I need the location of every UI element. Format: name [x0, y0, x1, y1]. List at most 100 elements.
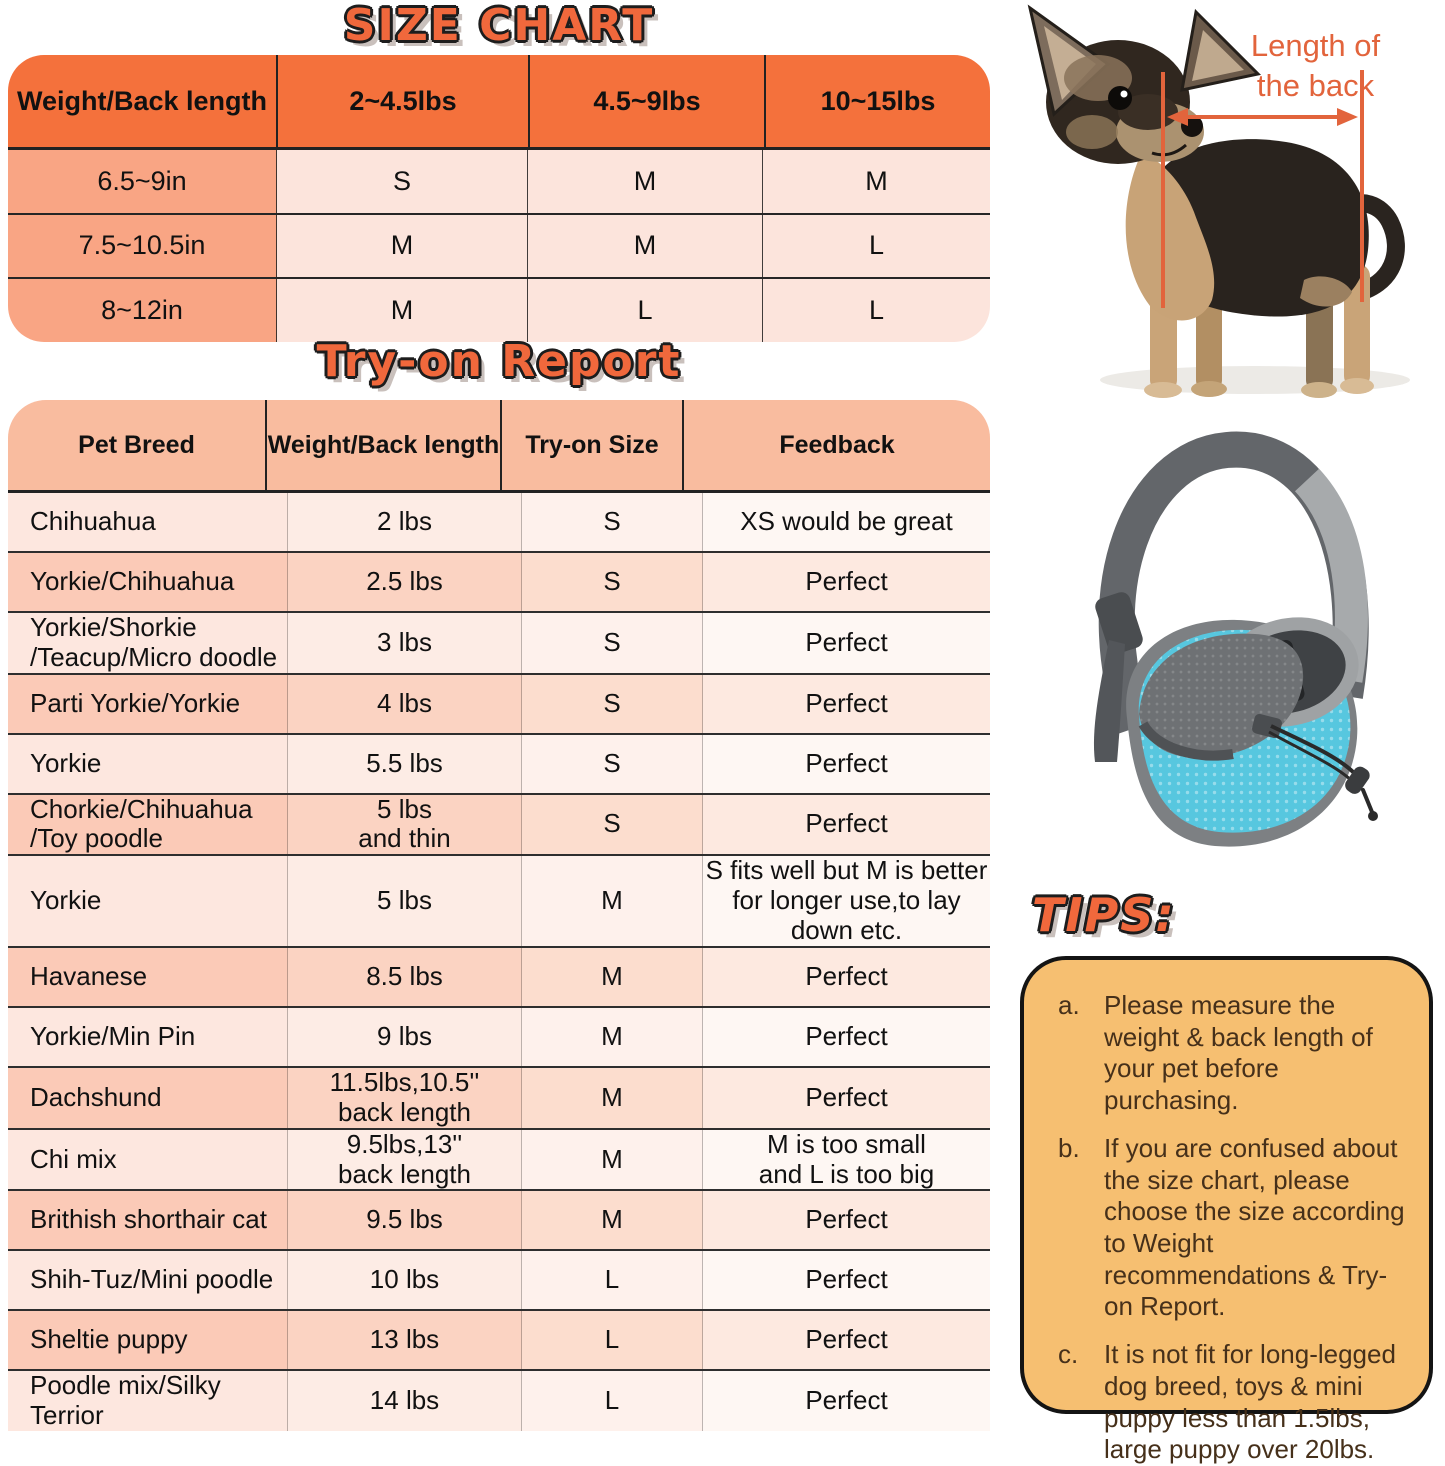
dog-chest [1125, 152, 1215, 321]
size-cell: M [528, 150, 763, 213]
tryon-report-title: Try-on Report [316, 336, 682, 387]
pet-breed-cell: Yorkie [8, 734, 288, 793]
tryon-size-cell: L [522, 1311, 703, 1370]
tryon-size-cell: S [522, 493, 703, 551]
weight-cell: 5 lbs and thin [288, 794, 522, 855]
tryon-size-cell: S [522, 612, 703, 673]
tryon-size-cell: L [522, 1371, 703, 1431]
tryon-row: Havanese 8.5 lbs M Perfect [8, 945, 990, 1006]
tryon-size-cell: S [522, 734, 703, 793]
tip-text: Please measure the weight & back length … [1104, 990, 1373, 1116]
carrier-illustration [1093, 431, 1378, 847]
size-chart-header-row: Weight/Back length 2~4.5lbs 4.5~9lbs 10~15l… [8, 55, 990, 150]
weight-cell: 4 lbs [288, 674, 522, 733]
tryon-row: Sheltie puppy 13 lbs L Perfect [8, 1309, 990, 1370]
tryon-row: Chihuahua 2 lbs S XS would be great [8, 493, 990, 551]
pet-breed-cell: Shih-Tuz/Mini poodle [8, 1251, 288, 1310]
tryon-header-cell: Pet Breed [8, 400, 267, 490]
size-chart-row: 7.5~10.5in M M L [8, 212, 990, 277]
size-cell: M [528, 214, 763, 277]
weight-cell: 14 lbs [288, 1371, 522, 1431]
pet-breed-cell: Yorkie/Min Pin [8, 1007, 288, 1066]
feedback-cell: Perfect [703, 552, 990, 611]
dog-eye [1108, 86, 1132, 110]
tip-item: a. Please measure the weight & back lengt… [1058, 990, 1415, 1117]
tryon-header-cell: Try-on Size [502, 400, 684, 490]
feedback-cell: Perfect [703, 1067, 990, 1128]
feedback-cell: Perfect [703, 1007, 990, 1066]
weight-cell: 2 lbs [288, 493, 522, 551]
size-chart-table: Weight/Back length 2~4.5lbs 4.5~9lbs 10~15l… [8, 55, 990, 342]
tryon-table-body: Chihuahua 2 lbs S XS would be great Yorkie/C… [8, 493, 990, 1431]
tryon-row: Chorkie/Chihuahua /Toy poodle 5 lbs and t… [8, 792, 990, 855]
tryon-size-cell: S [522, 674, 703, 733]
tip-item: b. If you are confused about the size cha… [1058, 1133, 1415, 1323]
weight-cell: 3 lbs [288, 612, 522, 673]
pet-breed-cell: Dachshund [8, 1067, 288, 1128]
feedback-cell: XS would be great [703, 493, 990, 551]
tips-box: a. Please measure the weight & back lengt… [1020, 956, 1433, 1464]
weight-cell: 9.5 lbs [288, 1191, 522, 1250]
weight-cell: 8.5 lbs [288, 947, 522, 1006]
size-chart-title: SIZE CHART [343, 0, 655, 51]
carrier-buckle [1095, 592, 1143, 654]
tip-label: b. [1058, 1132, 1080, 1163]
tip-item: c. It is not fit for long-legged dog bree… [1058, 1339, 1415, 1466]
feedback-cell: Perfect [703, 1191, 990, 1250]
tip-label: c. [1058, 1339, 1079, 1370]
tryon-row: Yorkie/Min Pin 9 lbs M Perfect [8, 1005, 990, 1066]
tryon-row: Dachshund 11.5lbs,10.5'' back length M Perf… [8, 1065, 990, 1128]
tryon-size-cell: M [522, 1007, 703, 1066]
tryon-row: Yorkie/Chihuahua 2.5 lbs S Perfect [8, 550, 990, 611]
carrier-drawstring [1270, 724, 1359, 778]
tryon-row: Chi mix 9.5lbs,13'' back length M M is too … [8, 1127, 990, 1190]
pet-sling-carrier-photo [1057, 428, 1397, 868]
weight-cell: 13 lbs [288, 1311, 522, 1370]
tryon-row: Brithish shorthair cat 9.5 lbs M Perfect [8, 1189, 990, 1250]
pet-breed-cell: Chorkie/Chihuahua /Toy poodle [8, 794, 288, 855]
pet-breed-cell: Sheltie puppy [8, 1311, 288, 1370]
tryon-row: Yorkie 5.5 lbs S Perfect [8, 732, 990, 793]
back-length-cell: 8~12in [8, 279, 277, 342]
pet-breed-cell: Poodle mix/Silky Terrior [8, 1370, 288, 1431]
tryon-header-row: Pet Breed Weight/Back length Try-on Size Fe… [8, 400, 990, 493]
feedback-cell: Perfect [703, 1251, 990, 1310]
weight-cell: 5 lbs [288, 856, 522, 946]
tryon-size-cell: M [522, 1191, 703, 1250]
size-cell: L [763, 279, 990, 342]
tryon-row: Yorkie 5 lbs M S fits well but M is better … [8, 854, 990, 946]
size-cell: L [763, 214, 990, 277]
size-chart-row: 8~12in M L L [8, 277, 990, 342]
feedback-cell: M is too small and L is too big [703, 1129, 990, 1190]
tryon-size-cell: M [522, 856, 703, 946]
feedback-cell: Perfect [703, 734, 990, 793]
pet-breed-cell: Parti Yorkie/Yorkie [8, 674, 288, 733]
weight-cell: 5.5 lbs [288, 734, 522, 793]
tips-title: TIPS: [1032, 888, 1176, 942]
back-length-annotation: Length of the back [1250, 28, 1381, 104]
feedback-cell: Perfect [703, 1311, 990, 1370]
size-chart-header-cell: 4.5~9lbs [530, 55, 766, 147]
back-length-measure-lines [1161, 70, 1364, 308]
pet-breed-cell: Yorkie [8, 856, 288, 946]
back-length-cell: 7.5~10.5in [8, 214, 277, 277]
weight-cell: 11.5lbs,10.5'' back length [288, 1067, 522, 1128]
tryon-report-table: Pet Breed Weight/Back length Try-on Size Fe… [8, 400, 990, 1431]
tryon-row: Parti Yorkie/Yorkie 4 lbs S Perfect [8, 672, 990, 733]
back-length-cell: 6.5~9in [8, 150, 277, 213]
tryon-row: Poodle mix/Silky Terrior 14 lbs L Perfect [8, 1369, 990, 1431]
feedback-cell: Perfect [703, 612, 990, 673]
carrier-strap-end [1093, 640, 1125, 762]
weight-cell: 9.5lbs,13'' back length [288, 1129, 522, 1190]
feedback-cell: S fits well but M is better for longer u… [703, 855, 990, 946]
size-chart-header-cell: Weight/Back length [8, 55, 278, 147]
weight-cell: 10 lbs [288, 1251, 522, 1310]
size-cell: M [277, 279, 528, 342]
size-chart-table-body: 6.5~9in S M M 7.5~10.5in M M L 8~12in M L L [8, 150, 990, 342]
tryon-size-cell: S [522, 552, 703, 611]
feedback-cell: Perfect [703, 674, 990, 733]
pet-breed-cell: Chi mix [8, 1129, 288, 1190]
pet-breed-cell: Chihuahua [8, 493, 288, 551]
feedback-cell: Perfect [703, 794, 990, 855]
pet-breed-cell: Brithish shorthair cat [8, 1191, 288, 1250]
